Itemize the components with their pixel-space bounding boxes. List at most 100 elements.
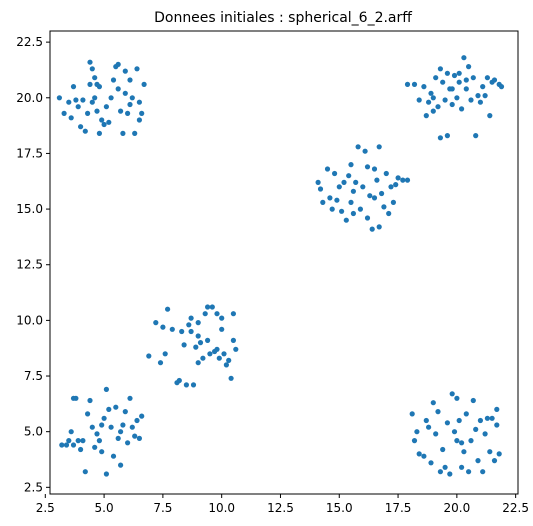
scatter-point bbox=[176, 377, 182, 384]
y-tick-label: 20.0 bbox=[16, 91, 43, 105]
scatter-point bbox=[205, 337, 211, 343]
scatter-point bbox=[80, 97, 86, 103]
scatter-point bbox=[454, 95, 460, 101]
scatter-point bbox=[202, 311, 208, 317]
scatter-point bbox=[61, 110, 67, 116]
scatter-point bbox=[207, 351, 213, 357]
scatter-point bbox=[463, 411, 469, 417]
scatter-point bbox=[346, 173, 352, 179]
scatter-point bbox=[484, 415, 490, 421]
scatter-point bbox=[426, 424, 432, 430]
scatter-point bbox=[230, 337, 236, 343]
scatter-point bbox=[491, 77, 498, 83]
scatter-point bbox=[473, 426, 479, 432]
scatter-point bbox=[435, 104, 441, 110]
scatter-point bbox=[87, 397, 93, 404]
x-tick-label: 20.0 bbox=[443, 501, 470, 515]
scatter-point bbox=[223, 362, 229, 368]
scatter-point bbox=[101, 415, 107, 421]
scatter-point bbox=[125, 440, 131, 446]
scatter-point bbox=[162, 351, 168, 357]
scatter-point bbox=[115, 86, 121, 92]
scatter-point bbox=[423, 417, 429, 424]
scatter-point bbox=[428, 460, 434, 466]
scatter-point bbox=[390, 199, 396, 205]
scatter-point bbox=[63, 442, 70, 448]
scatter-point bbox=[106, 406, 112, 412]
scatter-point bbox=[381, 204, 387, 210]
scatter-point bbox=[195, 320, 201, 326]
scatter-point bbox=[332, 170, 338, 177]
scatter-point bbox=[125, 110, 131, 116]
scatter-point bbox=[186, 322, 192, 328]
scatter-point bbox=[459, 440, 465, 446]
scatter-point bbox=[350, 210, 356, 217]
scatter-point bbox=[139, 413, 145, 419]
scatter-point bbox=[376, 144, 382, 150]
scatter-point bbox=[66, 99, 72, 105]
scatter-point bbox=[449, 86, 455, 92]
scatter-point bbox=[334, 197, 340, 203]
scatter-point bbox=[416, 451, 422, 457]
scatter-point bbox=[193, 344, 199, 350]
scatter-point bbox=[209, 304, 215, 310]
scatter-point bbox=[214, 346, 220, 352]
scatter-point bbox=[129, 424, 135, 430]
scatter-point bbox=[437, 469, 443, 475]
scatter-point bbox=[230, 311, 236, 317]
y-tick-label: 5.0 bbox=[24, 425, 43, 439]
scatter-point bbox=[165, 306, 171, 312]
scatter-point bbox=[369, 226, 375, 232]
scatter-point bbox=[233, 346, 239, 352]
scatter-point bbox=[216, 355, 222, 361]
scatter-point bbox=[428, 90, 434, 96]
scatter-point bbox=[99, 117, 105, 123]
scatter-point bbox=[339, 208, 345, 214]
scatter-point bbox=[66, 438, 72, 444]
scatter-point bbox=[92, 444, 98, 450]
scatter-point bbox=[89, 99, 95, 105]
scatter-point bbox=[444, 70, 450, 76]
scatter-point bbox=[480, 469, 486, 475]
scatter-point bbox=[362, 148, 368, 154]
scatter-point bbox=[70, 84, 77, 90]
scatter-point bbox=[127, 77, 133, 83]
scatter-point bbox=[68, 429, 74, 435]
scatter-point bbox=[411, 81, 418, 87]
x-tick-label: 7.5 bbox=[153, 501, 172, 515]
x-tick-label: 22.5 bbox=[502, 501, 529, 515]
scatter-point bbox=[59, 442, 65, 448]
scatter-point bbox=[70, 442, 77, 448]
scatter-point bbox=[494, 406, 500, 412]
scatter-point bbox=[404, 81, 411, 87]
scatter-point bbox=[348, 162, 354, 168]
scatter-point bbox=[101, 121, 107, 128]
x-tick-label: 2.5 bbox=[36, 501, 55, 515]
scatter-point bbox=[129, 95, 135, 101]
scatter-point bbox=[386, 210, 392, 217]
scatter-point bbox=[118, 429, 124, 435]
scatter-point bbox=[99, 422, 105, 428]
scatter-point bbox=[103, 386, 109, 392]
scatter-point bbox=[442, 97, 448, 103]
scatter-point bbox=[214, 311, 220, 317]
scatter-point bbox=[421, 84, 427, 90]
scatter-point bbox=[132, 130, 138, 136]
scatter-point bbox=[468, 438, 474, 444]
scatter-point bbox=[179, 328, 185, 335]
axes-layer: 2.5 5.0 7.5 10.0 12.5 15.0 17.5 20.0 22.5 2.5 5.0 7… bbox=[16, 35, 529, 515]
scatter-point bbox=[228, 375, 234, 381]
scatter-point bbox=[371, 195, 378, 201]
scatter-point bbox=[494, 422, 500, 428]
y-tick-label: 22.5 bbox=[16, 35, 43, 49]
scatter-point bbox=[219, 315, 225, 321]
scatter-point bbox=[134, 66, 140, 72]
scatter-point bbox=[136, 435, 142, 441]
scatter-point bbox=[435, 409, 441, 415]
y-tick-label: 15.0 bbox=[16, 202, 43, 216]
scatter-point bbox=[110, 453, 117, 459]
scatter-point bbox=[108, 95, 114, 101]
scatter-point bbox=[139, 110, 145, 116]
scatter-point bbox=[195, 360, 201, 366]
scatter-point bbox=[433, 431, 439, 437]
